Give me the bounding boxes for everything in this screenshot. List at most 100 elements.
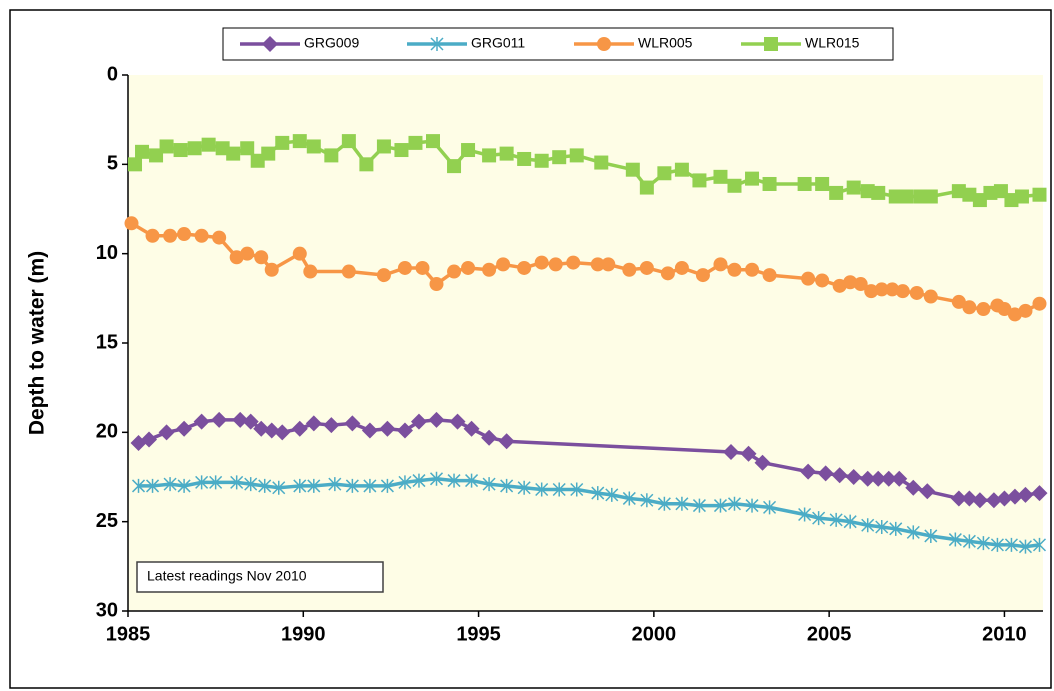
marker	[640, 493, 654, 508]
marker	[962, 300, 977, 315]
marker	[292, 134, 307, 149]
marker	[597, 37, 611, 51]
marker	[923, 189, 938, 204]
marker	[880, 470, 897, 487]
marker	[272, 480, 286, 495]
marker	[846, 180, 861, 195]
marker	[745, 171, 760, 186]
plot-area	[128, 75, 1043, 611]
marker	[997, 302, 1012, 317]
marker	[762, 176, 777, 191]
marker	[376, 139, 391, 154]
marker	[226, 146, 241, 161]
marker	[482, 262, 497, 277]
y-tick-label: 5	[107, 153, 118, 175]
marker	[845, 469, 862, 485]
marker	[817, 465, 834, 482]
marker	[985, 492, 1002, 509]
marker	[923, 289, 938, 304]
marker	[324, 148, 339, 163]
marker	[496, 257, 511, 272]
marker	[745, 498, 759, 513]
marker	[232, 411, 249, 428]
marker	[674, 260, 689, 275]
marker	[303, 264, 318, 279]
marker	[812, 511, 826, 526]
marker	[394, 143, 409, 158]
marker	[983, 185, 998, 200]
marker	[727, 496, 742, 511]
marker	[976, 302, 991, 317]
marker	[692, 173, 707, 188]
marker	[1031, 485, 1048, 502]
marker	[264, 262, 279, 277]
marker	[449, 413, 466, 430]
x-tick-label: 2005	[807, 623, 852, 645]
marker	[889, 521, 903, 536]
marker	[229, 250, 244, 265]
marker	[240, 141, 255, 156]
marker	[797, 176, 812, 191]
marker	[535, 482, 549, 497]
marker	[482, 148, 497, 163]
marker	[306, 139, 321, 154]
marker	[177, 478, 191, 493]
marker	[215, 141, 230, 156]
marker	[864, 284, 879, 299]
marker	[359, 157, 374, 172]
marker	[361, 422, 378, 439]
marker	[176, 420, 193, 437]
marker	[428, 411, 445, 428]
y-axis-label: Depth to water (m)	[26, 251, 49, 435]
marker	[253, 420, 270, 437]
marker	[293, 478, 307, 493]
y-tick-label: 0	[107, 63, 118, 85]
marker	[657, 166, 672, 181]
marker	[447, 473, 461, 488]
marker	[1007, 307, 1022, 322]
marker	[590, 257, 605, 272]
marker	[244, 477, 258, 492]
marker	[762, 268, 777, 283]
marker	[254, 250, 269, 265]
marker	[328, 477, 342, 492]
marker	[861, 518, 875, 533]
marker	[906, 525, 920, 540]
marker	[201, 137, 216, 152]
marker	[713, 498, 728, 513]
marker	[843, 514, 857, 529]
marker	[924, 528, 938, 543]
marker	[692, 498, 706, 513]
marker	[307, 478, 321, 493]
marker	[412, 473, 426, 488]
marker	[124, 216, 139, 231]
marker	[461, 143, 476, 158]
marker	[230, 475, 244, 490]
marker	[722, 443, 739, 460]
annotation-box	[136, 561, 384, 593]
marker	[363, 478, 377, 493]
marker	[258, 478, 272, 493]
marker	[895, 284, 910, 299]
marker	[875, 520, 889, 535]
marker	[499, 146, 514, 161]
marker	[745, 262, 760, 277]
marker	[798, 507, 812, 522]
marker	[815, 273, 830, 288]
marker	[397, 260, 412, 275]
marker	[948, 532, 962, 547]
marker	[323, 417, 340, 434]
marker	[498, 433, 515, 450]
marker	[145, 228, 160, 243]
marker	[570, 482, 584, 497]
marker	[1006, 488, 1023, 505]
marker	[163, 477, 177, 492]
marker	[305, 415, 322, 432]
marker	[345, 478, 359, 493]
marker	[149, 148, 164, 163]
marker	[242, 413, 259, 430]
marker	[1032, 537, 1047, 552]
marker	[415, 260, 430, 275]
marker	[829, 512, 843, 527]
